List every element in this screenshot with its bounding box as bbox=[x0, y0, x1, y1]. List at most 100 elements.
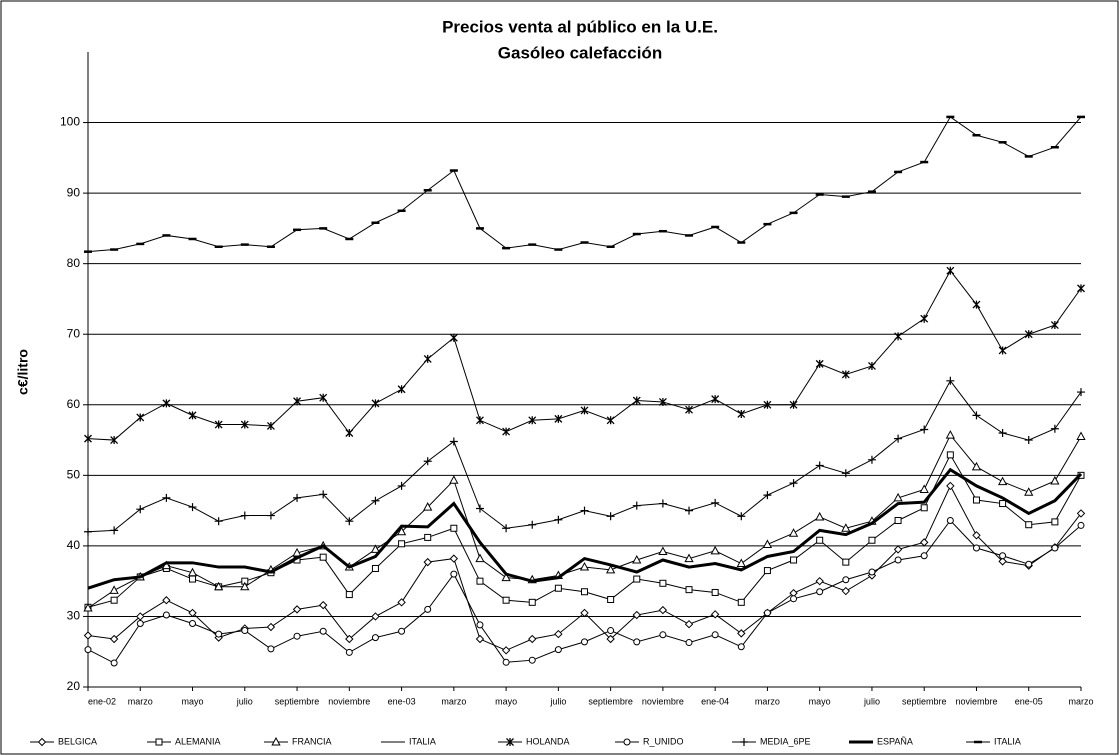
marker bbox=[920, 314, 929, 323]
marker bbox=[737, 629, 746, 638]
marker bbox=[684, 619, 694, 629]
marker bbox=[554, 414, 563, 423]
marker bbox=[633, 638, 641, 646]
marker bbox=[841, 469, 850, 478]
marker bbox=[475, 634, 485, 644]
marker bbox=[946, 516, 954, 524]
legend-label: R_UNIDO bbox=[643, 736, 684, 746]
marker bbox=[188, 608, 197, 618]
x-tick-label: septiembre bbox=[588, 696, 633, 706]
series bbox=[84, 376, 1085, 536]
marker bbox=[740, 738, 748, 746]
marker bbox=[737, 409, 746, 418]
marker bbox=[84, 434, 92, 443]
marker bbox=[502, 427, 511, 436]
marker bbox=[424, 533, 432, 541]
y-tick-label: 60 bbox=[67, 397, 81, 411]
marker bbox=[581, 638, 588, 646]
marker bbox=[501, 646, 511, 655]
marker bbox=[658, 499, 667, 508]
series bbox=[87, 467, 1083, 590]
marker bbox=[84, 646, 92, 654]
legend-label: ITALIA bbox=[409, 736, 436, 746]
x-tick-label: marzo bbox=[1068, 696, 1093, 706]
x-tick-label: julio bbox=[236, 696, 253, 706]
marker bbox=[345, 634, 354, 644]
marker bbox=[632, 610, 641, 620]
marker bbox=[1050, 321, 1059, 330]
marker bbox=[528, 656, 536, 664]
y-axis-label: c€/litro bbox=[15, 349, 31, 395]
marker bbox=[868, 568, 876, 576]
x-tick-label: ene-04 bbox=[701, 696, 729, 706]
marker bbox=[711, 395, 720, 404]
marker bbox=[398, 540, 406, 548]
x-tick-label: ene-03 bbox=[388, 696, 416, 706]
marker bbox=[188, 503, 197, 512]
marker bbox=[293, 632, 301, 640]
marker bbox=[815, 461, 824, 470]
y-tick-label: 50 bbox=[67, 468, 81, 482]
marker bbox=[920, 504, 928, 512]
marker bbox=[554, 646, 562, 654]
x-tick-label: mayo bbox=[495, 696, 517, 706]
marker bbox=[711, 588, 719, 596]
marker bbox=[580, 406, 589, 415]
marker bbox=[972, 496, 980, 504]
marker bbox=[867, 455, 876, 464]
marker bbox=[972, 544, 980, 552]
marker bbox=[345, 429, 354, 437]
marker bbox=[449, 554, 459, 563]
marker bbox=[737, 512, 746, 521]
marker bbox=[763, 609, 771, 617]
marker bbox=[554, 629, 563, 639]
marker bbox=[1050, 475, 1060, 485]
marker bbox=[1024, 436, 1033, 445]
x-tick-label: ene-05 bbox=[1015, 696, 1043, 706]
x-tick-label: ene-02 bbox=[88, 696, 116, 706]
marker bbox=[894, 556, 902, 564]
marker bbox=[1025, 521, 1033, 529]
marker bbox=[554, 584, 562, 592]
marker bbox=[946, 376, 955, 385]
marker bbox=[266, 421, 275, 430]
marker bbox=[763, 567, 771, 575]
marker bbox=[581, 588, 588, 596]
marker bbox=[816, 536, 824, 544]
marker bbox=[607, 627, 615, 635]
marker bbox=[189, 620, 197, 627]
marker bbox=[815, 511, 825, 521]
marker bbox=[945, 430, 955, 439]
marker bbox=[606, 416, 615, 425]
series bbox=[84, 115, 1085, 253]
marker bbox=[1051, 544, 1059, 552]
marker bbox=[136, 505, 145, 514]
marker bbox=[397, 598, 406, 607]
marker bbox=[658, 397, 667, 406]
marker bbox=[763, 491, 772, 500]
line bbox=[87, 467, 1083, 590]
marker bbox=[998, 429, 1007, 437]
marker bbox=[110, 596, 118, 604]
marker bbox=[659, 631, 667, 639]
marker bbox=[423, 457, 432, 466]
marker bbox=[580, 506, 589, 515]
series bbox=[84, 516, 1085, 667]
marker bbox=[110, 436, 119, 445]
marker bbox=[711, 498, 720, 507]
marker bbox=[162, 611, 170, 619]
marker bbox=[1051, 518, 1059, 526]
marker bbox=[1050, 424, 1059, 433]
marker bbox=[789, 479, 798, 488]
marker bbox=[710, 545, 720, 555]
marker bbox=[842, 558, 850, 566]
marker bbox=[423, 502, 433, 511]
marker bbox=[397, 481, 406, 490]
marker bbox=[214, 420, 223, 429]
x-tick-label: noviembre bbox=[328, 696, 370, 706]
marker bbox=[580, 608, 589, 618]
marker bbox=[506, 738, 514, 746]
y-tick-label: 70 bbox=[67, 326, 81, 340]
marker bbox=[790, 556, 798, 564]
marker bbox=[449, 475, 459, 484]
